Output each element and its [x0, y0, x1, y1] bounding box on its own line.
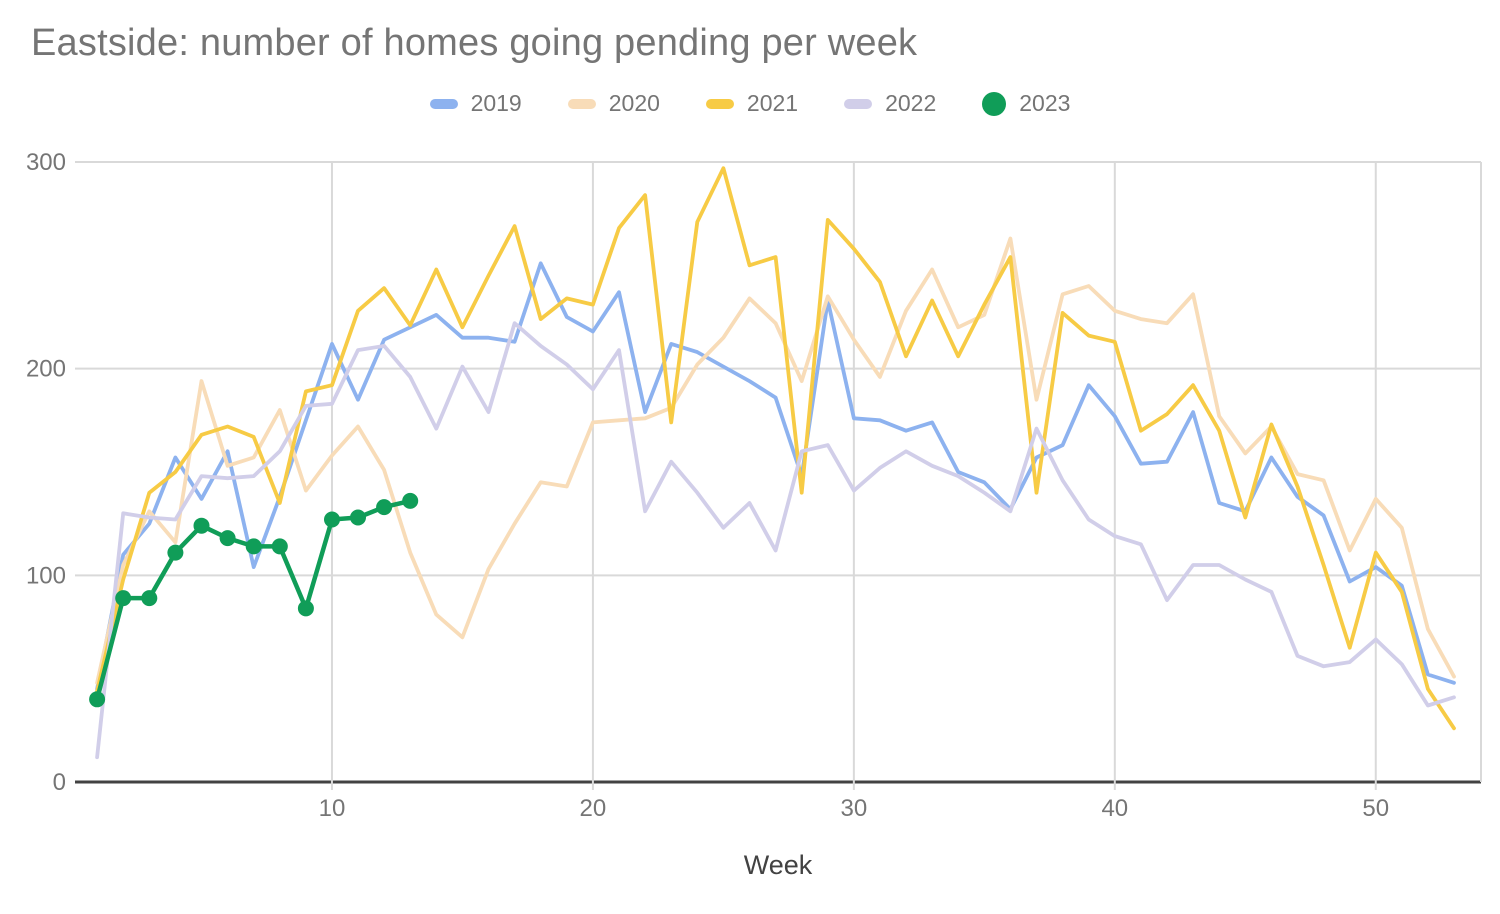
- series-line-2021: [95, 166, 1456, 731]
- legend: 2019 2020 2021 2022 2023: [0, 90, 1500, 117]
- legend-label-2023: 2023: [1019, 90, 1071, 116]
- data-point-2023-week-3: [141, 590, 158, 607]
- data-point-2023-week-5: [193, 517, 210, 534]
- data-point-2023-week-6: [219, 530, 236, 547]
- y-tick-label-0: 0: [53, 769, 66, 796]
- legend-item-2023: 2023: [982, 90, 1070, 117]
- data-point-2023-week-13: [402, 492, 419, 509]
- y-tick-label-100: 100: [26, 562, 66, 589]
- y-tick-label-300: 300: [26, 149, 66, 176]
- legend-label-2021: 2021: [746, 90, 799, 116]
- x-tick-label-30: 30: [841, 795, 868, 822]
- legend-swatch-2020: [567, 98, 596, 109]
- data-point-2023-week-9: [297, 600, 314, 617]
- data-point-2023-week-12: [376, 499, 393, 516]
- legend-swatch-2019: [429, 98, 458, 109]
- x-tick-label-40: 40: [1101, 795, 1128, 822]
- data-point-2023-week-11: [350, 509, 366, 526]
- legend-item-2021: 2021: [705, 90, 799, 117]
- legend-item-2019: 2019: [429, 90, 522, 117]
- data-point-2023-week-4: [167, 544, 184, 561]
- data-point-2023-week-7: [245, 538, 262, 555]
- data-point-2023-week-8: [271, 538, 288, 555]
- data-point-2023-week-1: [89, 691, 106, 708]
- legend-item-2022: 2022: [844, 90, 936, 117]
- legend-swatch-2022: [844, 98, 873, 109]
- series-line-2019: [95, 261, 1456, 691]
- legend-circle-swatch-2023: [982, 91, 1007, 116]
- series-line-2022: [95, 321, 1456, 760]
- y-tick-label-200: 200: [26, 356, 66, 383]
- legend-swatch-2021: [705, 98, 734, 109]
- legend-label-2020: 2020: [608, 90, 660, 116]
- data-point-2023-week-2: [115, 590, 132, 607]
- x-axis-title: Week: [743, 850, 813, 880]
- x-tick-label-50: 50: [1362, 795, 1389, 822]
- legend-label-2019: 2019: [470, 90, 522, 116]
- x-tick-label-20: 20: [580, 795, 607, 822]
- series-line-2020: [95, 236, 1456, 685]
- chart-title: Eastside: number of homes going pending …: [31, 22, 918, 64]
- data-point-2023-week-10: [324, 511, 340, 528]
- legend-label-2022: 2022: [885, 90, 937, 116]
- x-tick-label-10: 10: [319, 795, 346, 822]
- legend-item-2020: 2020: [567, 90, 660, 117]
